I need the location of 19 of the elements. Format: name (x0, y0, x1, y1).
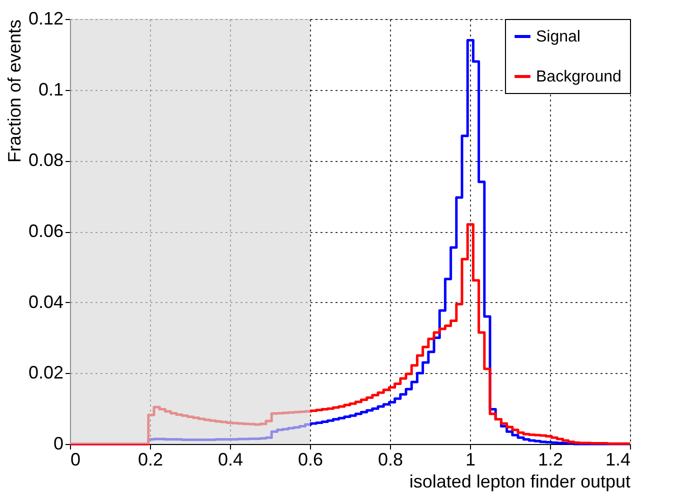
x-tick-label: 0.8 (378, 450, 404, 470)
y-tick-label: 0.02 (28, 362, 64, 383)
y-tick-label: 0.04 (28, 292, 64, 312)
x-axis-title: isolated lepton finder output (409, 472, 630, 492)
legend-label: Background (536, 68, 622, 86)
y-tick-label: 0 (53, 434, 64, 454)
y-tick-label: 0.12 (28, 8, 64, 28)
x-tick-label: 0.2 (138, 450, 164, 470)
x-tick-label: 1.4 (605, 450, 630, 470)
y-tick-label: 0.08 (28, 150, 64, 170)
x-tick-label: 0.6 (298, 450, 324, 470)
y-axis-title: Fraction of events (4, 20, 24, 163)
y-tick-label: 0.06 (28, 221, 64, 241)
y-tick-label: 0.1 (38, 79, 64, 100)
x-tick-label: 0.4 (218, 450, 244, 470)
x-tick-label: 1.2 (538, 450, 564, 470)
legend-label: Signal (536, 28, 580, 46)
x-tick-label: 0 (70, 450, 81, 470)
x-tick-label: 1 (465, 450, 476, 470)
